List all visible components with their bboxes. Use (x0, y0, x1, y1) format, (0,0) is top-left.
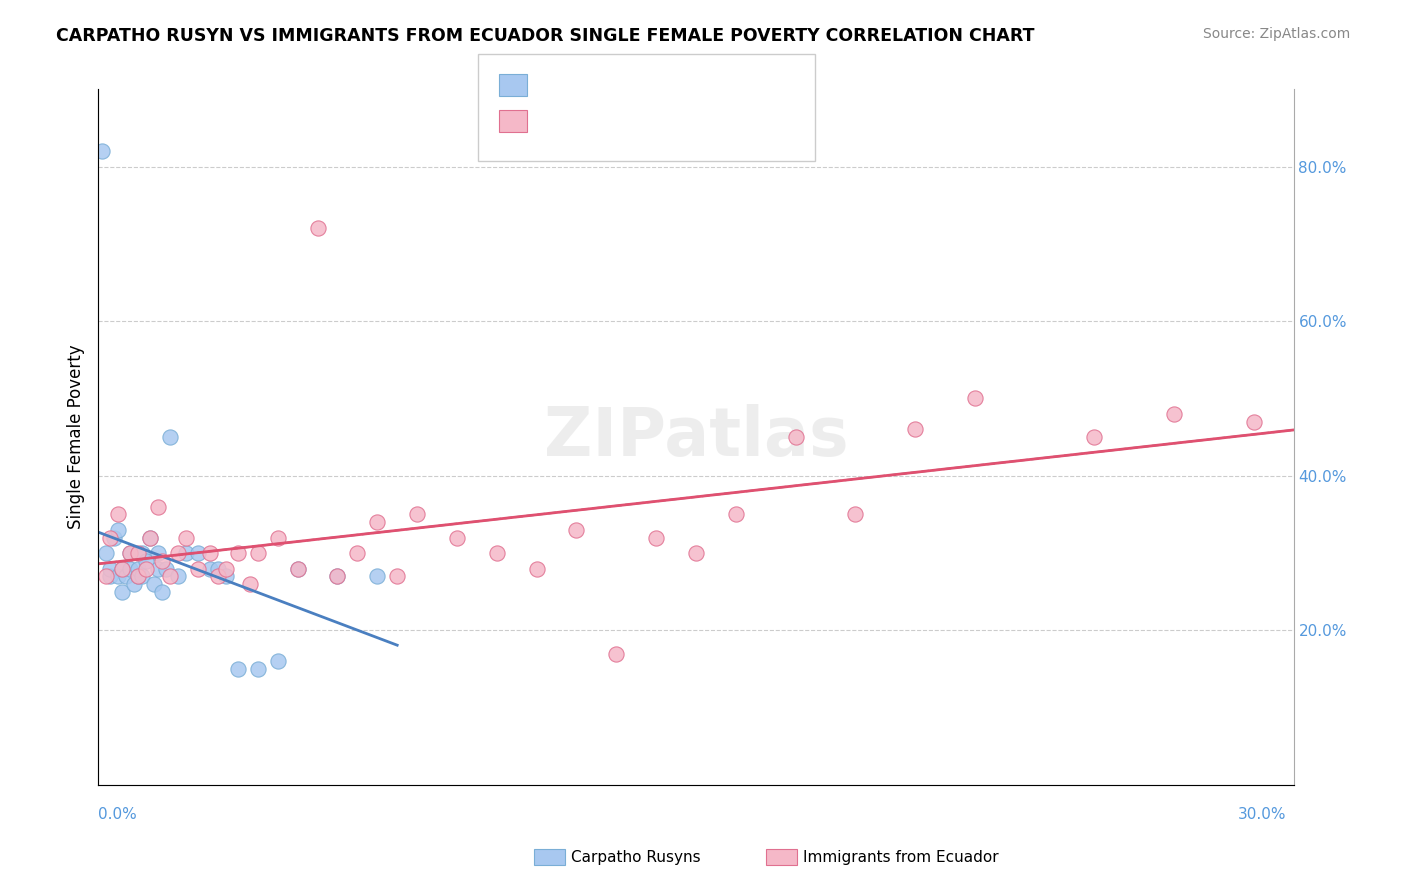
Point (148, 561, 170, 575)
Text: 30.0%: 30.0% (1239, 807, 1286, 822)
Point (485, 546, 508, 560)
Point (187, 546, 209, 560)
Point (207, 561, 229, 575)
Point (1243, 415, 1265, 429)
Point (139, 531, 162, 545)
Point (107, 508, 129, 522)
Point (267, 654, 290, 668)
Point (167, 546, 190, 560)
Point (307, 221, 329, 235)
Text: N =: N = (607, 113, 641, 128)
Point (111, 561, 134, 575)
Point (174, 531, 197, 545)
Point (187, 561, 209, 575)
Point (406, 508, 429, 522)
Point (1163, 407, 1185, 421)
Point (120, 546, 142, 560)
Point (139, 531, 162, 545)
Point (115, 569, 138, 583)
Point (111, 584, 134, 599)
Point (107, 569, 129, 583)
Point (198, 546, 221, 560)
Text: Immigrants from Ecuador: Immigrants from Ecuador (803, 850, 998, 864)
Text: ZIPatlas: ZIPatlas (544, 404, 848, 470)
Point (96, 569, 118, 583)
Point (127, 561, 149, 575)
Point (565, 523, 588, 537)
Point (246, 546, 269, 560)
Point (127, 569, 149, 583)
Point (150, 554, 173, 568)
Point (120, 561, 142, 575)
Point (246, 662, 269, 676)
Point (148, 546, 170, 560)
Point (215, 561, 238, 575)
Point (120, 546, 142, 560)
Point (239, 577, 262, 591)
Text: Source: ZipAtlas.com: Source: ZipAtlas.com (1202, 27, 1350, 41)
Point (366, 569, 388, 583)
Point (346, 546, 368, 560)
Point (526, 561, 548, 575)
Point (326, 569, 349, 583)
Y-axis label: Single Female Poverty: Single Female Poverty (66, 345, 84, 529)
Text: 0.0%: 0.0% (98, 807, 138, 822)
Point (159, 569, 181, 583)
Text: 37: 37 (634, 78, 655, 92)
Point (148, 500, 170, 514)
Text: N =: N = (607, 78, 641, 92)
Point (963, 392, 986, 406)
Point (127, 546, 149, 560)
Point (167, 569, 190, 583)
Point (98, 561, 122, 575)
Point (198, 561, 221, 575)
Text: 0.476: 0.476 (564, 113, 612, 128)
Point (326, 569, 349, 583)
Point (287, 561, 309, 575)
Point (174, 546, 197, 560)
Point (91, 144, 114, 158)
Point (904, 422, 927, 436)
Point (844, 508, 866, 522)
Point (605, 647, 627, 661)
Point (724, 508, 747, 522)
Text: CARPATHO RUSYN VS IMMIGRANTS FROM ECUADOR SINGLE FEMALE POVERTY CORRELATION CHAR: CARPATHO RUSYN VS IMMIGRANTS FROM ECUADO… (56, 27, 1035, 45)
Point (267, 531, 290, 545)
Point (226, 546, 249, 560)
Text: 0.076: 0.076 (564, 78, 612, 92)
Point (215, 569, 238, 583)
Point (107, 523, 129, 537)
Text: R =: R = (534, 113, 568, 128)
Point (135, 554, 157, 568)
Point (645, 531, 668, 545)
Point (96, 546, 118, 560)
Point (103, 531, 125, 545)
Point (131, 546, 153, 560)
Point (127, 569, 149, 583)
Point (98, 531, 122, 545)
Point (1083, 430, 1105, 444)
Point (111, 561, 134, 575)
Point (685, 546, 707, 560)
Point (143, 577, 166, 591)
Point (207, 569, 229, 583)
Text: Carpatho Rusyns: Carpatho Rusyns (571, 850, 700, 864)
Text: 44: 44 (634, 113, 655, 128)
Point (226, 662, 249, 676)
Point (124, 577, 146, 591)
Point (131, 569, 153, 583)
Point (366, 515, 388, 529)
Text: R =: R = (534, 78, 568, 92)
Point (385, 569, 409, 583)
Point (155, 561, 177, 575)
Point (159, 430, 181, 444)
Point (135, 561, 157, 575)
Point (785, 430, 807, 444)
Point (446, 531, 468, 545)
Point (287, 561, 309, 575)
Point (98, 569, 122, 583)
Point (150, 584, 173, 599)
